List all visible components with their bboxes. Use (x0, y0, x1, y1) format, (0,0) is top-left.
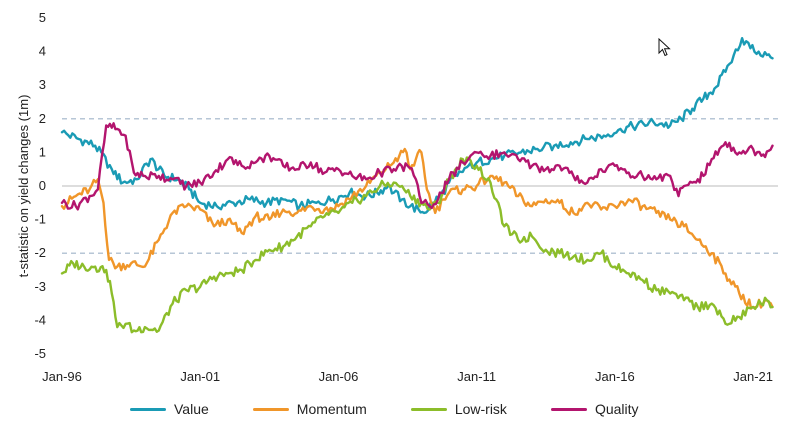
legend-item-low-risk: Low-risk (410, 401, 507, 417)
legend-item-momentum: Momentum (252, 401, 367, 417)
x-tick-label: Jan-01 (180, 369, 220, 384)
x-tick-label: Jan-96 (42, 369, 82, 384)
y-tick-label: 2 (39, 111, 46, 126)
legend-swatch-momentum (252, 407, 289, 411)
y-tick-label: -2 (34, 245, 46, 260)
y-tick-label: 1 (39, 144, 46, 159)
x-tick-label: Jan-21 (733, 369, 773, 384)
series-layer (60, 37, 774, 334)
legend-label-low-risk: Low-risk (454, 401, 507, 417)
legend-swatch-low-risk (410, 407, 447, 411)
x-tick-label: Jan-06 (319, 369, 359, 384)
x-tick-label: Jan-11 (457, 369, 496, 384)
legend: Value Momentum Low-risk Quality (130, 401, 683, 417)
y-tick-label: -5 (34, 346, 46, 361)
legend-item-quality: Quality (550, 401, 639, 417)
y-axis-label: t-statistic on yield changes (1m) (16, 95, 31, 278)
x-axis-ticks: Jan-96 Jan-01 Jan-06 Jan-11 Jan-16 Jan-21 (42, 369, 773, 384)
y-tick-label: -3 (34, 279, 46, 294)
legend-label-quality: Quality (594, 401, 639, 417)
x-tick-label: Jan-16 (595, 369, 635, 384)
y-tick-label: 0 (39, 178, 46, 193)
series-line-momentum (60, 147, 774, 310)
series-line-quality (60, 122, 774, 211)
legend-swatch-value (130, 407, 166, 411)
legend-label-momentum: Momentum (296, 401, 367, 417)
y-tick-label: 3 (39, 77, 46, 92)
y-tick-label: -1 (34, 212, 46, 227)
legend-item-value: Value (130, 401, 209, 417)
mouse-pointer-icon (658, 38, 671, 57)
legend-label-value: Value (174, 401, 209, 417)
legend-swatch-quality (550, 407, 587, 411)
y-tick-label: 5 (39, 10, 46, 25)
y-axis-ticks: 5 4 3 2 1 0 -1 -2 -3 -4 -5 (34, 10, 46, 361)
line-chart: 5 4 3 2 1 0 -1 -2 -3 -4 -5 Jan-96 Jan-01 Jan-06 Jan-1… (16, 10, 778, 384)
series-line-low-risk (60, 156, 774, 334)
y-tick-label: -4 (34, 312, 46, 327)
grid-layer (62, 118, 778, 254)
y-tick-label: 4 (39, 44, 46, 59)
